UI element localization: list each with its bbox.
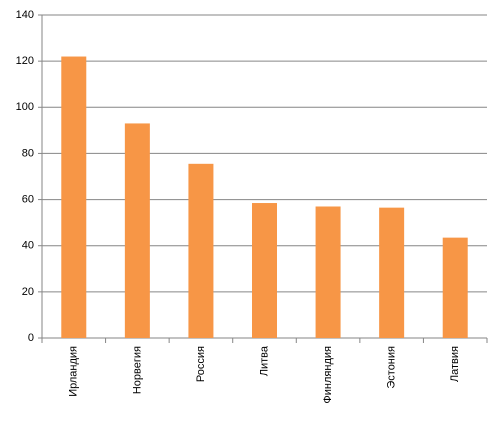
y-tick-label: 140 xyxy=(16,9,34,21)
x-tick-label: Эстония xyxy=(386,346,398,389)
y-tick-label: 80 xyxy=(22,147,34,159)
x-tick-label: Финляндия xyxy=(322,346,334,404)
y-tick-label: 100 xyxy=(16,101,34,113)
bar xyxy=(188,163,214,338)
y-tick-label: 20 xyxy=(22,286,34,298)
bar xyxy=(315,206,341,338)
bar xyxy=(124,123,150,338)
x-tick-label: Литва xyxy=(258,345,270,376)
bar xyxy=(61,56,87,339)
bar xyxy=(252,203,277,338)
y-tick-label: 40 xyxy=(22,240,34,252)
x-tick-label: Норвегия xyxy=(131,346,143,394)
x-tick-label: Ирландия xyxy=(68,346,80,397)
x-tick-label: Латвия xyxy=(449,346,461,382)
bar xyxy=(442,237,468,338)
y-tick-label: 120 xyxy=(16,55,34,67)
y-tick-label: 0 xyxy=(28,332,34,344)
y-tick-label: 60 xyxy=(22,193,34,205)
bar xyxy=(379,207,405,338)
x-tick-label: Россия xyxy=(195,346,207,382)
